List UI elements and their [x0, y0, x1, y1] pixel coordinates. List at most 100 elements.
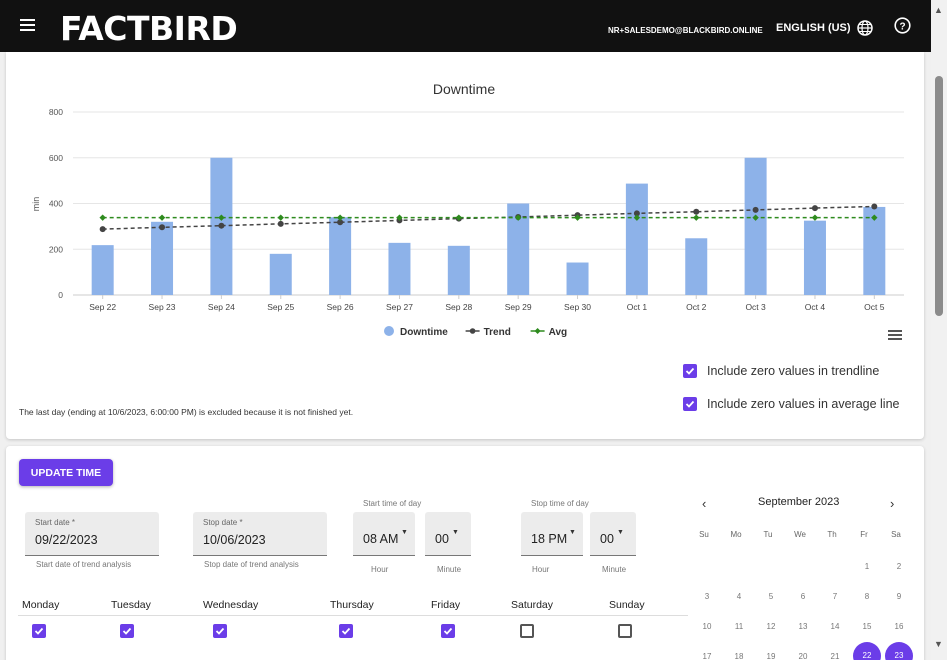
y-tick-label: 200: [49, 244, 63, 254]
calendar-dow: Fr: [860, 530, 868, 539]
avg-point: [752, 214, 759, 221]
downtime-bar: [329, 217, 352, 295]
calendar-day-selected[interactable]: 22: [853, 642, 881, 660]
x-tick-label: Sep 28: [445, 302, 472, 312]
calendar-prev-button[interactable]: ‹: [702, 496, 707, 511]
start-date-helper: Start date of trend analysis: [36, 560, 132, 569]
avg-point: [336, 214, 344, 221]
avg-point: [158, 214, 166, 221]
avg-point: [396, 214, 403, 221]
calendar-next-button[interactable]: ›: [890, 496, 895, 511]
calendar-day[interactable]: 15: [862, 622, 872, 631]
user-email[interactable]: NR+SALESDEMO@BLACKBIRD.ONLINE: [608, 26, 763, 35]
stop-date-field[interactable]: Stop date * 10/06/2023: [193, 512, 327, 556]
app-logo[interactable]: FACTBIRD: [60, 9, 238, 48]
downtime-chart-card: Downtime 0 200 400 600 800 min Sep 22 Sep 23 Sep …: [6, 52, 924, 439]
calendar-dow: Su: [699, 530, 709, 539]
svg-text:?: ?: [899, 22, 905, 33]
checkbox-checked-icon: [683, 364, 697, 378]
scroll-thumb[interactable]: [935, 76, 943, 316]
scroll-up-arrow[interactable]: ▲: [934, 5, 943, 15]
trend-point: [337, 219, 344, 226]
calendar-day[interactable]: 10: [702, 622, 712, 631]
calendar-dow: Tu: [763, 530, 773, 539]
monday-checkbox[interactable]: [32, 624, 46, 638]
trend-point: [159, 224, 166, 231]
x-tick-label: Sep 25: [267, 302, 294, 312]
calendar-day[interactable]: 5: [768, 592, 774, 601]
trend-point: [871, 203, 878, 210]
start-hour-select[interactable]: 08 AM ▼: [353, 512, 415, 556]
calendar-day[interactable]: 1: [864, 562, 870, 571]
chart-menu-icon[interactable]: [888, 330, 902, 342]
x-tick-label: Sep 24: [208, 302, 235, 312]
page-scrollbar[interactable]: ▲ ▼: [931, 0, 947, 660]
start-date-field[interactable]: Start date * 09/22/2023: [25, 512, 159, 556]
calendar-day[interactable]: 14: [830, 622, 840, 631]
calendar-day[interactable]: 13: [798, 622, 808, 631]
start-time-label: Start time of day: [363, 499, 422, 508]
tuesday-checkbox[interactable]: [120, 624, 134, 638]
calendar-day[interactable]: 17: [702, 652, 712, 660]
avg-point: [514, 214, 522, 221]
stop-hour-select[interactable]: 18 PM ▼: [521, 512, 583, 556]
calendar-day[interactable]: 16: [894, 622, 904, 631]
calendar-month-title: September 2023: [758, 496, 840, 508]
calendar-day[interactable]: 3: [704, 592, 710, 601]
thursday-checkbox[interactable]: [339, 624, 353, 638]
day-header-thursday: Thursday: [330, 599, 374, 611]
day-header-monday: Monday: [22, 599, 60, 611]
saturday-checkbox[interactable]: [520, 624, 534, 638]
day-header-saturday: Saturday: [511, 599, 554, 611]
calendar-day[interactable]: 6: [800, 592, 806, 601]
menu-icon[interactable]: [20, 19, 35, 32]
y-axis-label: min: [31, 197, 41, 212]
start-minute-select[interactable]: 00 ▼: [425, 512, 471, 556]
downtime-bar: [803, 220, 826, 295]
y-tick-label: 400: [49, 199, 63, 209]
stop-minute-select[interactable]: 00 ▼: [590, 512, 636, 556]
globe-icon: [856, 20, 873, 36]
trend-point: [752, 206, 759, 213]
update-time-button[interactable]: UPDATE TIME: [19, 459, 113, 486]
wednesday-checkbox[interactable]: [213, 624, 227, 638]
stop-minute-label: Minute: [602, 565, 627, 574]
avg-point: [455, 214, 463, 221]
trend-point: [811, 205, 818, 212]
calendar-day[interactable]: 9: [896, 592, 902, 601]
calendar-day[interactable]: 4: [736, 592, 742, 601]
stop-hour-label: Hour: [532, 565, 550, 574]
help-icon[interactable]: ?: [894, 17, 911, 34]
calendar-day[interactable]: 18: [734, 652, 744, 660]
calendar-day[interactable]: 12: [766, 622, 776, 631]
calendar-day-selected[interactable]: 23: [885, 642, 913, 660]
downtime-bar: [151, 221, 174, 295]
sunday-checkbox[interactable]: [618, 624, 632, 638]
calendar-day[interactable]: 2: [896, 562, 902, 571]
downtime-bar: [625, 183, 648, 295]
calendar-day[interactable]: 7: [832, 592, 838, 601]
avg-point: [574, 214, 581, 221]
legend-marker: [534, 328, 541, 334]
calendar-day[interactable]: 19: [766, 652, 776, 660]
trendline-zero-checkbox[interactable]: Include zero values in trendline: [683, 364, 879, 378]
divider: [18, 615, 688, 616]
calendar-day[interactable]: 21: [830, 652, 840, 660]
calendar-dow: Mo: [730, 530, 742, 539]
friday-checkbox[interactable]: [441, 624, 455, 638]
start-hour-value: 08 AM: [363, 532, 399, 546]
average-zero-checkbox[interactable]: Include zero values in average line: [683, 397, 899, 411]
language-selector[interactable]: ENGLISH (US): [776, 20, 873, 36]
scroll-down-arrow[interactable]: ▼: [934, 639, 943, 649]
calendar-dow: Sa: [891, 530, 901, 539]
dropdown-arrow-icon: ▼: [452, 529, 459, 536]
calendar-day[interactable]: 11: [734, 622, 744, 631]
calendar-day[interactable]: 8: [864, 592, 870, 601]
trend-point: [693, 208, 700, 215]
day-header-wednesday: Wednesday: [203, 599, 259, 611]
calendar-dow: Th: [827, 530, 837, 539]
checkbox-checked-icon: [683, 397, 697, 411]
dropdown-arrow-icon: ▼: [569, 529, 576, 536]
calendar-day[interactable]: 20: [798, 652, 808, 660]
avg-point: [693, 214, 700, 221]
